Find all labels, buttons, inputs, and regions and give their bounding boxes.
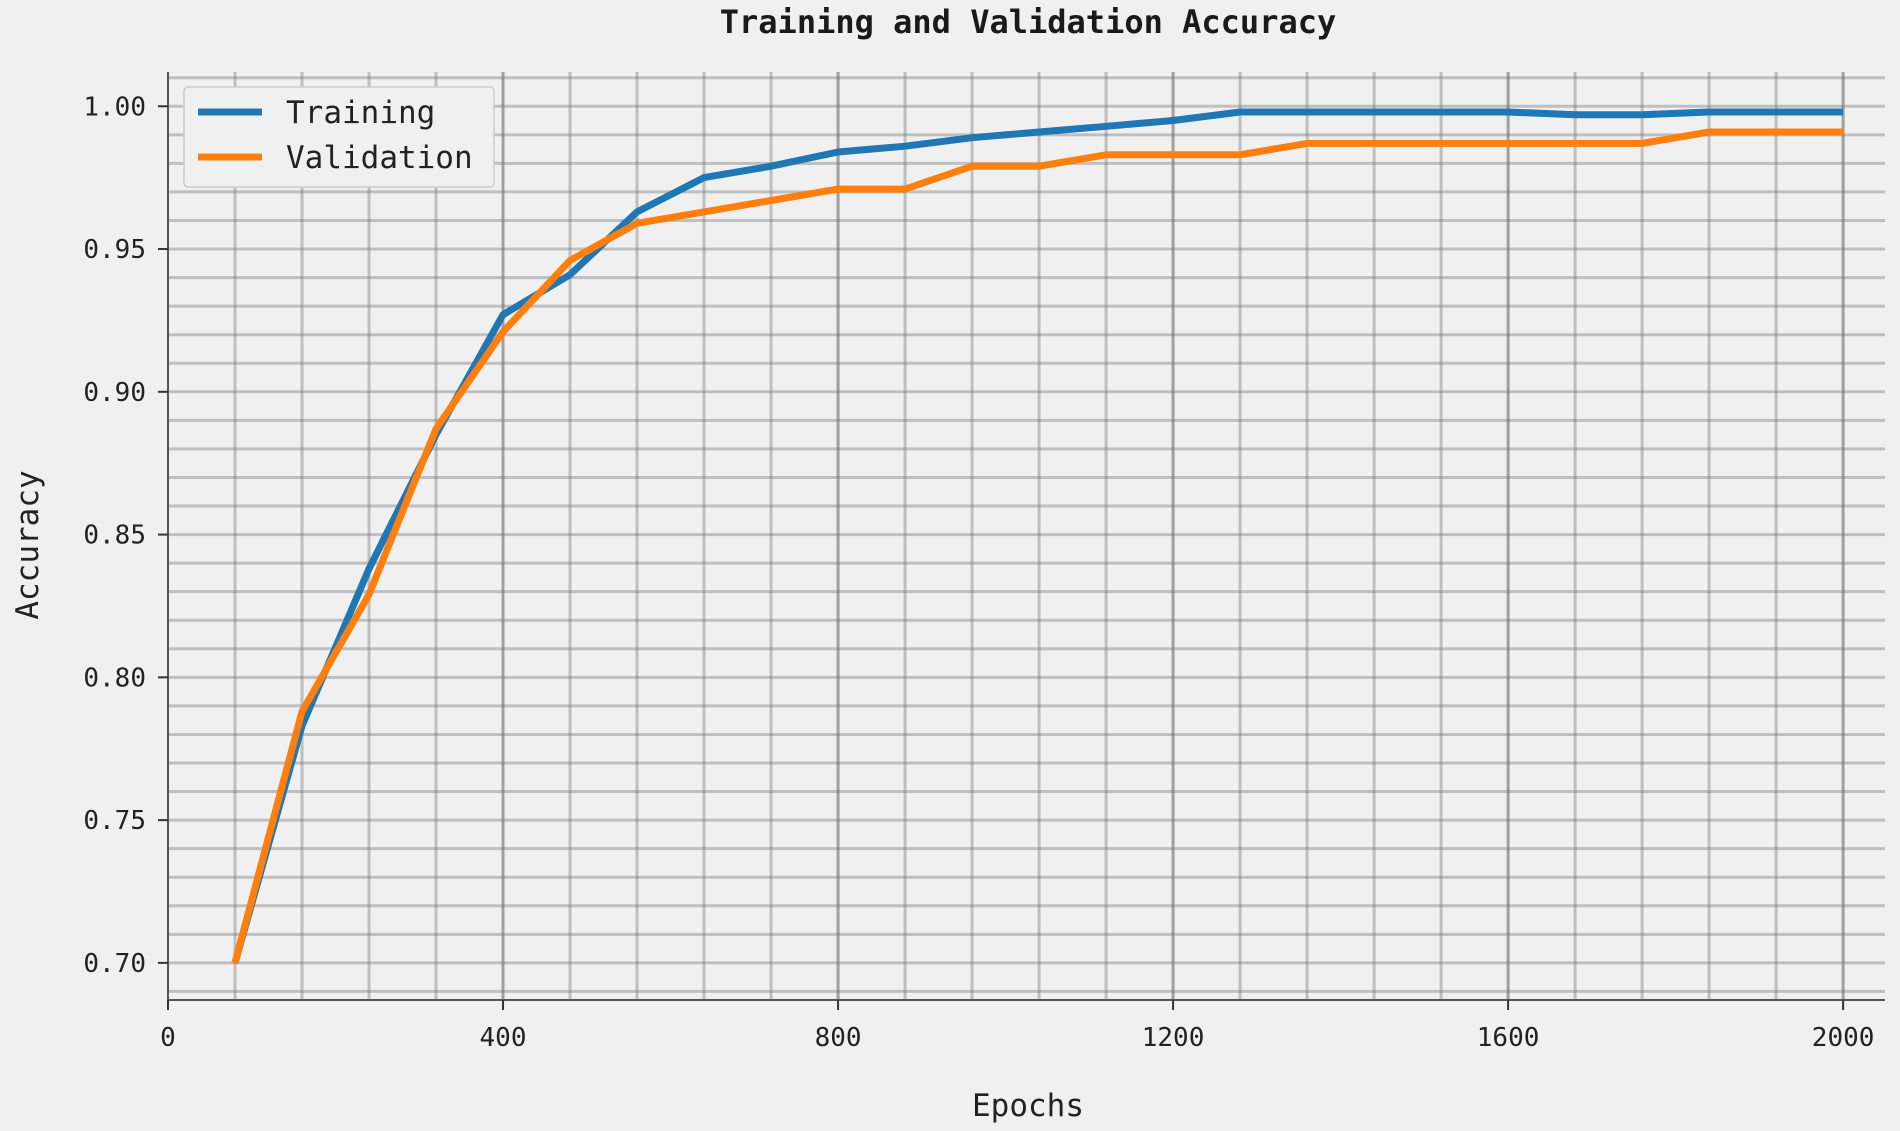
x-tick-label: 1600 (1477, 1023, 1540, 1053)
chart-title: Training and Validation Accuracy (720, 3, 1337, 41)
legend-label-validation: Validation (286, 140, 473, 176)
x-tick-label: 1200 (1142, 1023, 1205, 1053)
series-lines (231, 108, 1844, 964)
y-tick-label: 1.00 (83, 92, 146, 122)
axes: 0.70 0.75 0.80 0.85 0.90 0.95 1.00 0 400 800 1200 1… (83, 72, 1885, 1053)
y-tick-label: 0.80 (83, 663, 146, 693)
y-tick-label: 0.70 (83, 949, 146, 979)
series-line-training (231, 108, 1844, 964)
grid (168, 72, 1885, 1000)
legend-label-training: Training (286, 95, 435, 131)
x-tick-label: 2000 (1812, 1023, 1875, 1053)
y-tick-label: 0.75 (83, 806, 146, 836)
x-tick-label: 800 (815, 1023, 862, 1053)
x-axis-label: Epochs (972, 1088, 1084, 1124)
x-tick-label: 0 (160, 1023, 176, 1053)
y-tick-label: 0.90 (83, 378, 146, 408)
y-tick-label: 0.95 (83, 235, 146, 265)
x-tick-label: 400 (480, 1023, 527, 1053)
y-axis-label: Accuracy (10, 470, 46, 619)
legend: Training Validation (183, 86, 495, 188)
series-line-validation (231, 128, 1844, 964)
y-tick-label: 0.85 (83, 521, 146, 551)
